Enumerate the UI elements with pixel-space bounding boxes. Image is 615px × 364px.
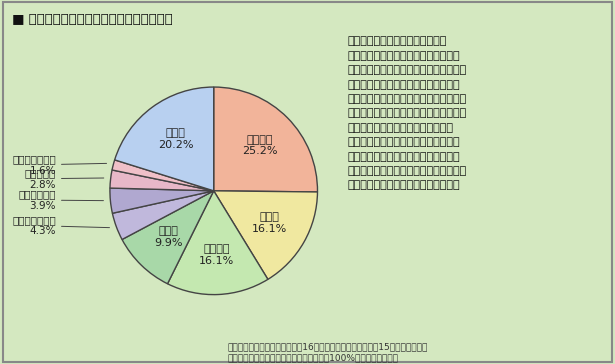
- Wedge shape: [214, 191, 317, 279]
- Wedge shape: [122, 191, 214, 284]
- Wedge shape: [110, 170, 214, 191]
- Wedge shape: [112, 160, 214, 191]
- Text: 電気カーペット
4.3%: 電気カーペット 4.3%: [12, 215, 109, 236]
- Text: 食器洗浄乾燥機
1.6%: 食器洗浄乾燥機 1.6%: [12, 154, 106, 176]
- Text: 照明器具
16.1%: 照明器具 16.1%: [199, 244, 234, 266]
- Text: テレビ
9.9%: テレビ 9.9%: [154, 226, 183, 248]
- Text: 温水洗浄便座
3.9%: 温水洗浄便座 3.9%: [18, 189, 103, 211]
- Text: 衣類乾燥機
2.8%: 衣類乾燥機 2.8%: [25, 168, 104, 190]
- Text: わたしたちの家庭では、電気の約
６７％は、エアコン、冷蔵庫、照明器
具、テレビの４つに使われています。消
費電力量の多い機器にきちんと対応す
ることが、省エネ効: わたしたちの家庭では、電気の約 ６７％は、エアコン、冷蔵庫、照明器 具、テレビの…: [347, 36, 467, 190]
- Text: 出所：資源エネルギー庁　平成16年度電力需給の概要（平成15年度推定実績）
注：割合は四捨五入しているため、合計が100%とは合いません。: 出所：資源エネルギー庁 平成16年度電力需給の概要（平成15年度推定実績） 注：…: [228, 343, 428, 362]
- Wedge shape: [114, 87, 214, 191]
- Wedge shape: [213, 87, 317, 192]
- Text: 冷蔵庫
16.1%: 冷蔵庫 16.1%: [252, 212, 287, 234]
- Wedge shape: [167, 191, 268, 294]
- Text: エアコン
25.2%: エアコン 25.2%: [242, 135, 277, 157]
- Wedge shape: [110, 188, 214, 213]
- Wedge shape: [113, 191, 214, 240]
- Text: ■ 家庭における消費電力量ウェイトの比較: ■ 家庭における消費電力量ウェイトの比較: [12, 13, 173, 26]
- Text: その他
20.2%: その他 20.2%: [158, 128, 194, 150]
